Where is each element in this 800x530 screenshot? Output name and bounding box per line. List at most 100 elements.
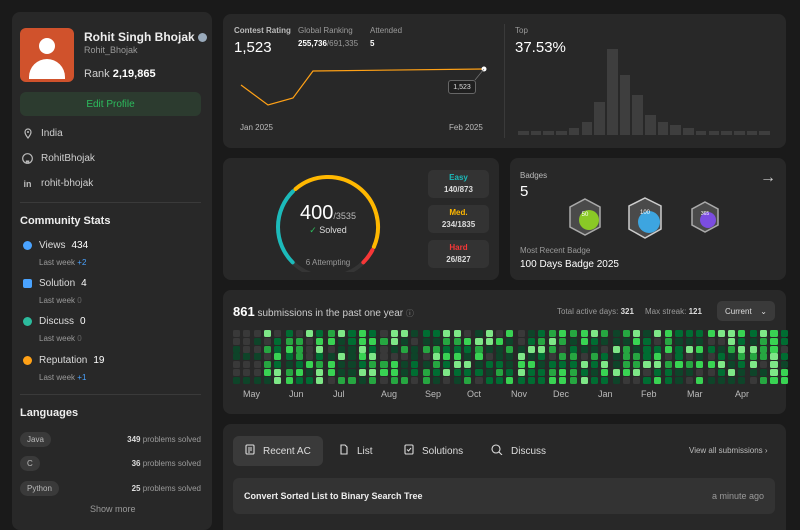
heatmap-cell[interactable] xyxy=(633,345,641,353)
heatmap-cell[interactable] xyxy=(485,369,493,377)
heatmap-cell[interactable] xyxy=(453,345,461,353)
heatmap-cell[interactable] xyxy=(707,376,715,384)
heatmap-cell[interactable] xyxy=(633,330,641,338)
heatmap-cell[interactable] xyxy=(675,353,683,361)
heatmap-cell[interactable] xyxy=(665,345,673,353)
heatmap-cell[interactable] xyxy=(295,345,303,353)
heatmap-cell[interactable] xyxy=(358,376,366,384)
heatmap-cell[interactable] xyxy=(243,337,251,345)
heatmap-cell[interactable] xyxy=(548,353,556,361)
heatmap-cell[interactable] xyxy=(527,337,536,345)
badge-365-days-icon[interactable]: 365 xyxy=(691,201,719,233)
heatmap-cell[interactable] xyxy=(527,376,536,384)
heatmap-cell[interactable] xyxy=(390,337,398,345)
heatmap-cell[interactable] xyxy=(274,353,282,361)
heatmap-cell[interactable] xyxy=(243,376,251,384)
heatmap-cell[interactable] xyxy=(622,361,630,369)
heatmap-cell[interactable] xyxy=(433,345,441,353)
heatmap-cell[interactable] xyxy=(411,337,419,345)
heatmap-cell[interactable] xyxy=(411,361,419,369)
year-select[interactable]: Current ⌄ xyxy=(717,301,775,321)
heatmap-cell[interactable] xyxy=(338,376,346,384)
heatmap-cell[interactable] xyxy=(475,345,483,353)
heatmap-cell[interactable] xyxy=(760,353,768,361)
heatmap-cell[interactable] xyxy=(558,345,566,353)
heatmap-cell[interactable] xyxy=(380,353,388,361)
heatmap-cell[interactable] xyxy=(517,361,525,369)
heatmap-cell[interactable] xyxy=(653,337,661,345)
heatmap-cell[interactable] xyxy=(253,376,261,384)
heatmap-cell[interactable] xyxy=(548,330,556,338)
heatmap-cell[interactable] xyxy=(453,337,461,345)
heatmap-cell[interactable] xyxy=(675,330,683,338)
heatmap-cell[interactable] xyxy=(728,369,736,377)
heatmap-cell[interactable] xyxy=(316,337,324,345)
heatmap-cell[interactable] xyxy=(401,353,409,361)
heatmap-cell[interactable] xyxy=(274,361,282,369)
heatmap-cell[interactable] xyxy=(558,361,566,369)
heatmap-cell[interactable] xyxy=(738,345,746,353)
view-all-submissions-link[interactable]: View all submissions › xyxy=(689,446,768,455)
heatmap-cell[interactable] xyxy=(253,369,261,377)
heatmap-cell[interactable] xyxy=(622,345,630,353)
heatmap-cell[interactable] xyxy=(306,330,314,338)
heatmap-cell[interactable] xyxy=(390,376,398,384)
heatmap-cell[interactable] xyxy=(538,345,546,353)
heatmap-cell[interactable] xyxy=(401,376,409,384)
heatmap-cell[interactable] xyxy=(780,330,788,338)
heatmap-cell[interactable] xyxy=(590,330,598,338)
heatmap-cell[interactable] xyxy=(453,361,461,369)
heatmap-cell[interactable] xyxy=(707,337,715,345)
heatmap-cell[interactable] xyxy=(558,353,566,361)
heatmap-cell[interactable] xyxy=(495,330,504,338)
heatmap-cell[interactable] xyxy=(368,376,377,384)
heatmap-cell[interactable] xyxy=(443,330,451,338)
heatmap-cell[interactable] xyxy=(717,361,725,369)
heatmap-cell[interactable] xyxy=(685,361,693,369)
heatmap-cell[interactable] xyxy=(696,345,704,353)
heatmap-cell[interactable] xyxy=(738,361,746,369)
heatmap-cell[interactable] xyxy=(538,369,546,377)
heatmap-cell[interactable] xyxy=(316,361,324,369)
heatmap-cell[interactable] xyxy=(622,369,630,377)
heatmap-cell[interactable] xyxy=(433,361,441,369)
heatmap-cell[interactable] xyxy=(233,330,241,338)
heatmap-cell[interactable] xyxy=(665,337,673,345)
heatmap-cell[interactable] xyxy=(601,361,609,369)
heatmap-cell[interactable] xyxy=(243,345,251,353)
heatmap-cell[interactable] xyxy=(580,376,588,384)
heatmap-cell[interactable] xyxy=(612,345,620,353)
heatmap-cell[interactable] xyxy=(580,345,588,353)
heatmap-cell[interactable] xyxy=(285,345,293,353)
heatmap-cell[interactable] xyxy=(443,345,451,353)
heatmap-cell[interactable] xyxy=(485,376,493,384)
heatmap-cell[interactable] xyxy=(253,361,261,369)
heatmap-cell[interactable] xyxy=(327,369,335,377)
heatmap-cell[interactable] xyxy=(570,361,578,369)
easy-pill[interactable]: Easy 140/873 xyxy=(428,170,489,198)
heatmap-cell[interactable] xyxy=(738,337,746,345)
submission-title[interactable]: Convert Sorted List to Binary Search Tre… xyxy=(244,491,423,501)
heatmap-cell[interactable] xyxy=(738,369,746,377)
heatmap-cell[interactable] xyxy=(717,353,725,361)
github-text[interactable]: RohitBhojak xyxy=(41,153,95,164)
heatmap-cell[interactable] xyxy=(653,369,661,377)
heatmap-cell[interactable] xyxy=(506,353,514,361)
heatmap-cell[interactable] xyxy=(728,345,736,353)
heatmap-cell[interactable] xyxy=(643,376,651,384)
heatmap-cell[interactable] xyxy=(517,345,525,353)
heatmap-cell[interactable] xyxy=(760,369,768,377)
edit-profile-button[interactable]: Edit Profile xyxy=(20,92,201,116)
heatmap-cell[interactable] xyxy=(527,345,536,353)
heatmap-cell[interactable] xyxy=(538,330,546,338)
heatmap-cell[interactable] xyxy=(780,337,788,345)
heatmap-cell[interactable] xyxy=(622,376,630,384)
heatmap-cell[interactable] xyxy=(622,353,630,361)
heatmap-cell[interactable] xyxy=(548,369,556,377)
show-more-button[interactable]: Show more xyxy=(90,504,136,514)
heatmap-cell[interactable] xyxy=(433,330,441,338)
heatmap-cell[interactable] xyxy=(233,361,241,369)
heatmap-cell[interactable] xyxy=(390,330,398,338)
heatmap-cell[interactable] xyxy=(612,369,620,377)
heatmap-cell[interactable] xyxy=(696,330,704,338)
